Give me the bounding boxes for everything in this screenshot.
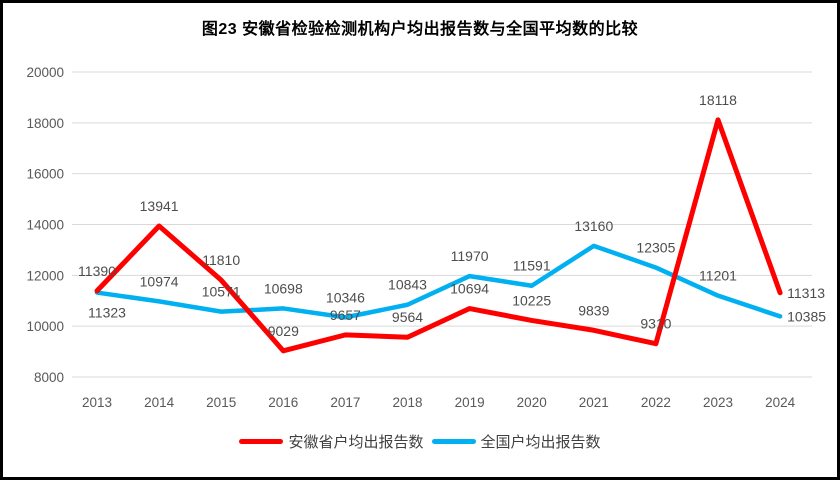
y-axis-tick-label: 20000 (26, 65, 64, 80)
x-axis-tick-label: 2016 (268, 395, 298, 410)
data-label-national: 10346 (326, 289, 365, 305)
y-axis-tick-label: 16000 (26, 167, 64, 182)
y-axis-tick-label: 14000 (26, 218, 64, 233)
x-axis-tick-label: 2023 (703, 395, 733, 410)
data-label-anhui: 9310 (640, 316, 671, 332)
legend-item-national: 全国户均出报告数 (431, 431, 601, 452)
data-label-anhui: 10225 (512, 292, 551, 308)
series-line-national (94, 243, 783, 320)
data-label-anhui: 11390 (78, 263, 116, 279)
y-axis-tick-label: 18000 (26, 116, 64, 131)
data-label-national: 10843 (388, 277, 427, 293)
x-axis-tick-label: 2021 (579, 395, 609, 410)
x-axis-tick-label: 2015 (206, 395, 236, 410)
legend-line-anhui (239, 439, 284, 444)
legend-label-national: 全国户均出报告数 (480, 434, 601, 451)
y-axis-tick-label: 12000 (26, 268, 64, 283)
legend-label-anhui: 安徽省户均出报告数 (288, 434, 424, 451)
x-axis-tick-label: 2020 (517, 395, 547, 410)
data-label-anhui: 9564 (392, 309, 423, 325)
x-axis-tick-label: 2017 (330, 395, 360, 410)
data-label-national: 11323 (88, 305, 126, 321)
x-axis-tick-label: 2014 (144, 395, 175, 410)
data-label-national: 11970 (451, 248, 489, 264)
data-label-anhui: 9657 (330, 307, 361, 323)
x-axis-tick-label: 2018 (392, 395, 422, 410)
y-axis-tick-label: 8000 (34, 370, 64, 385)
data-label-national: 11591 (513, 258, 551, 274)
x-axis-tick-label: 2019 (455, 395, 485, 410)
data-label-anhui: 18118 (699, 92, 737, 108)
data-label-anhui: 9839 (578, 302, 609, 318)
data-label-national: 10385 (787, 308, 826, 324)
data-label-anhui: 13941 (140, 198, 179, 214)
data-label-national: 10698 (264, 280, 303, 296)
chart-title: 图23 安徽省检验检测机构户均出报告数与全国平均数的比较 (201, 21, 639, 38)
legend: 安徽省户均出报告数 全国户均出报告数 (3, 431, 837, 452)
y-axis-tick-label: 10000 (26, 319, 64, 334)
series-line-anhui (94, 117, 783, 354)
data-label-anhui: 11313 (787, 285, 825, 301)
data-label-national: 11201 (699, 268, 737, 284)
data-label-national: 10974 (140, 273, 179, 289)
data-label-national: 12305 (636, 240, 675, 256)
data-label-national: 13160 (574, 218, 613, 234)
data-label-anhui: 10694 (450, 281, 489, 297)
data-label-national: 10571 (202, 284, 241, 300)
data-label-anhui: 11810 (202, 252, 240, 268)
x-axis-tick-label: 2024 (765, 395, 796, 410)
data-label-anhui: 9029 (268, 323, 299, 339)
x-axis-tick-label: 2013 (82, 395, 112, 410)
x-axis-tick-label: 2022 (641, 395, 671, 410)
legend-line-national (431, 439, 476, 444)
legend-item-anhui: 安徽省户均出报告数 (239, 431, 424, 452)
